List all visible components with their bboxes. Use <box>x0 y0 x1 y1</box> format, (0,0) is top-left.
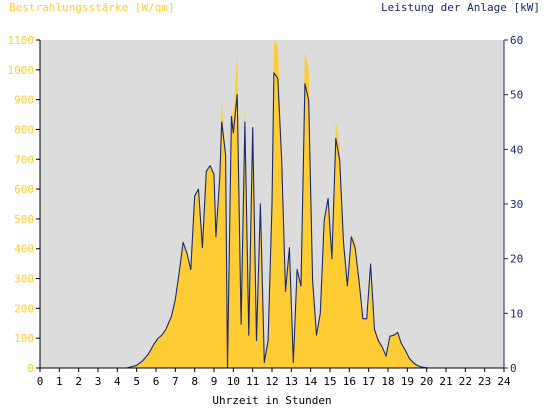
x-tick-label: 24 <box>497 375 511 388</box>
right-tick-label: 60 <box>510 34 523 47</box>
left-tick-label: 400 <box>14 243 34 256</box>
x-tick-label: 18 <box>381 375 394 388</box>
left-tick-label: 600 <box>14 183 34 196</box>
left-tick-label: 100 <box>14 332 34 345</box>
x-tick-label: 21 <box>439 375 452 388</box>
right-tick-label: 0 <box>510 362 517 375</box>
x-tick-label: 8 <box>191 375 198 388</box>
x-axis-title: Uhrzeit in Stunden <box>212 394 331 407</box>
x-tick-label: 16 <box>343 375 356 388</box>
x-tick-label: 11 <box>246 375 259 388</box>
x-tick-label: 4 <box>114 375 121 388</box>
x-tick-label: 0 <box>37 375 44 388</box>
x-tick-label: 13 <box>285 375 298 388</box>
left-axis-title: Bestrahlungsstärke [W/qm] <box>9 1 175 14</box>
right-tick-label: 30 <box>510 198 523 211</box>
x-tick-label: 17 <box>362 375 375 388</box>
x-tick-label: 23 <box>478 375 491 388</box>
irradiance-area-layer <box>127 40 433 368</box>
left-tick-label: 700 <box>14 153 34 166</box>
right-tick-label: 50 <box>510 89 523 102</box>
power-line <box>40 72 504 369</box>
left-tick-label: 1100 <box>8 34 35 47</box>
x-tick-label: 1 <box>56 375 63 388</box>
x-tick-label: 7 <box>172 375 179 388</box>
left-tick-label: 900 <box>14 94 34 107</box>
left-tick-label: 500 <box>14 213 34 226</box>
left-tick-label: 0 <box>27 362 34 375</box>
x-tick-label: 14 <box>304 375 318 388</box>
x-tick-label: 15 <box>323 375 336 388</box>
x-tick-label: 3 <box>95 375 102 388</box>
x-tick-label: 19 <box>401 375 414 388</box>
left-tick-label: 200 <box>14 302 34 315</box>
left-tick-label: 800 <box>14 123 34 136</box>
x-tick-label: 2 <box>75 375 82 388</box>
x-tick-label: 5 <box>133 375 140 388</box>
x-tick-label: 10 <box>227 375 240 388</box>
x-tick-label: 6 <box>153 375 160 388</box>
axes-layer: 0 1 2 3 4 5 6 7 8 9 10 11 12 13 14 15 16 17 18 19 20 21 22 23 24… <box>8 34 524 388</box>
irradiance-area <box>127 40 433 368</box>
x-tick-label: 22 <box>459 375 472 388</box>
right-tick-label: 10 <box>510 307 523 320</box>
x-tick-label: 20 <box>420 375 433 388</box>
left-tick-label: 300 <box>14 273 34 286</box>
right-tick-label: 20 <box>510 253 523 266</box>
x-tick-label: 12 <box>265 375 278 388</box>
power-line-layer <box>40 72 504 369</box>
right-tick-label: 40 <box>510 143 523 156</box>
left-tick-label: 1000 <box>8 64 35 77</box>
x-tick-label: 9 <box>211 375 218 388</box>
right-axis-title: Leistung der Anlage [kW] <box>381 1 540 14</box>
